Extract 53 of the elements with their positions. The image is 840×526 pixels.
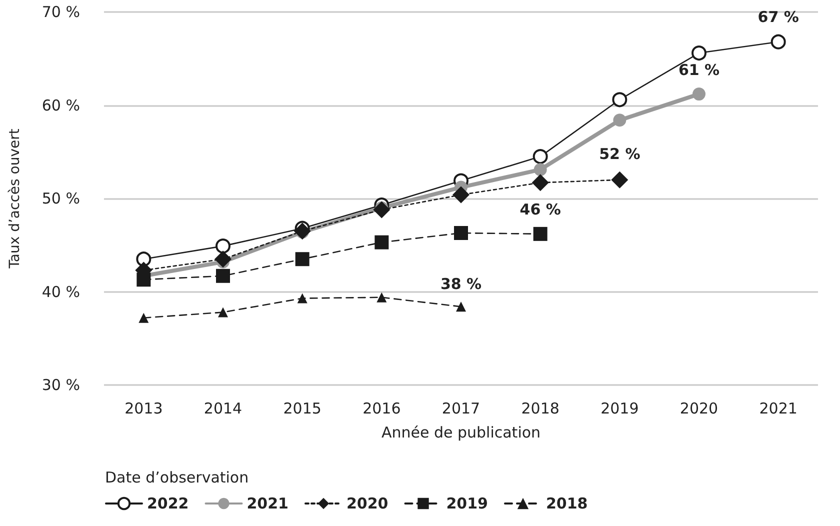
legend-label: 2019	[446, 494, 488, 512]
x-tick-label: 2020	[680, 400, 718, 418]
point	[136, 252, 152, 267]
y-tick-label: 70 %	[42, 3, 80, 21]
data-label: 52 %	[599, 144, 640, 163]
x-tick-label: 2019	[600, 400, 639, 418]
x-tick-label: 2014	[204, 400, 242, 418]
point	[297, 293, 308, 304]
y-tick-label: 40 %	[42, 282, 80, 301]
legend-label: 2021	[246, 494, 288, 512]
point	[218, 307, 228, 318]
point	[611, 171, 628, 188]
point	[692, 88, 706, 101]
point	[216, 238, 230, 254]
x-axis-title: Année de publication	[381, 424, 541, 442]
point	[136, 272, 151, 287]
point	[533, 226, 548, 241]
point	[532, 174, 549, 192]
legend-label: 2022	[147, 494, 189, 512]
point	[295, 252, 310, 266]
point	[138, 312, 149, 323]
legend-label: 2018	[546, 494, 588, 512]
point	[613, 114, 626, 127]
point	[452, 186, 470, 204]
x-tick-label: 2016	[362, 400, 401, 418]
data-label: 46 %	[520, 200, 561, 218]
x-tick-label: 2013	[124, 400, 163, 418]
point	[214, 250, 232, 268]
point	[373, 201, 390, 218]
x-tick-label: 2015	[283, 400, 322, 418]
y-axis-title: Taux d’accès ouvert	[7, 128, 23, 270]
y-tick-label: 30 %	[42, 376, 80, 394]
point	[532, 149, 548, 164]
data-label: 67 %	[758, 8, 799, 26]
point	[454, 226, 468, 240]
point	[374, 235, 389, 250]
data-label: 61 %	[678, 61, 720, 80]
point	[692, 46, 706, 61]
point	[770, 34, 786, 50]
x-tick-label: 2021	[759, 400, 798, 418]
point	[216, 268, 230, 283]
point	[294, 222, 311, 240]
x-tick-label: 2017	[442, 400, 480, 418]
y-tick-label: 60 %	[42, 96, 80, 114]
point	[612, 92, 628, 108]
legend-title: Date d’observation	[105, 468, 249, 486]
x-tick-label: 2018	[521, 400, 560, 418]
point	[456, 302, 466, 312]
legend-label: 2020	[346, 494, 388, 512]
y-tick-label: 50 %	[42, 190, 80, 208]
data-label: 38 %	[440, 275, 482, 294]
point	[376, 292, 387, 302]
point	[534, 163, 547, 176]
